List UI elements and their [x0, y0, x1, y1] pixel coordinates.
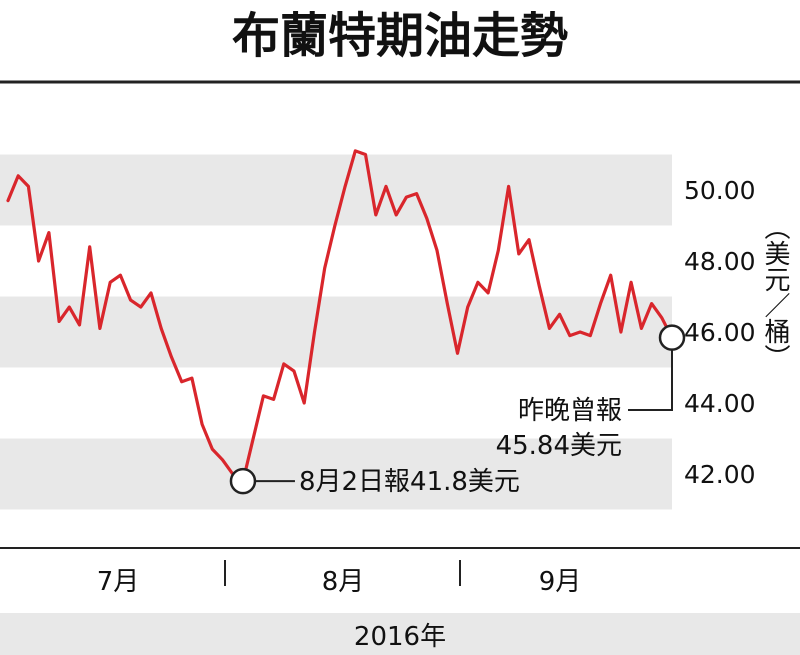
year-band	[0, 613, 800, 655]
year-label: 2016年	[354, 622, 446, 652]
x-tick-label-sep: 9月	[539, 567, 582, 597]
annotation-marker-last	[658, 324, 686, 351]
annotation-label-aug2: 8月2日報41.8美元	[299, 467, 520, 497]
y-tick-label: 44.00	[684, 389, 756, 418]
grid-bands	[0, 154, 672, 510]
series-line-brent	[6, 149, 674, 483]
y-axis-label-text: （美元／桶）	[760, 214, 790, 370]
y-tick-label: 42.00	[684, 460, 756, 489]
grid-band	[0, 296, 672, 368]
grid-band	[0, 438, 672, 510]
x-tick-label-aug: 8月	[322, 567, 365, 597]
annotation-label-last-line2: 45.84美元	[496, 431, 622, 461]
y-tick-label: 46.00	[684, 318, 756, 347]
annotation-marker-aug2	[229, 467, 257, 495]
x-tick-label-jul: 7月	[97, 567, 140, 597]
annotation-connector-last	[628, 349, 673, 411]
y-tick-label: 48.00	[684, 247, 756, 276]
grid-band	[0, 154, 672, 226]
chart-title: 布蘭特期油走勢	[232, 8, 568, 64]
annotations: 8月2日報41.8美元 昨晚曾報 45.84美元	[229, 324, 686, 497]
annotation-label-last-line1: 昨晚曾報	[518, 396, 622, 426]
y-tick-label: 50.00	[684, 176, 756, 205]
y-axis-label: （美元／桶）	[760, 214, 790, 370]
y-tick-labels: 50.00 48.00 46.00 44.00 42.00	[684, 176, 756, 489]
